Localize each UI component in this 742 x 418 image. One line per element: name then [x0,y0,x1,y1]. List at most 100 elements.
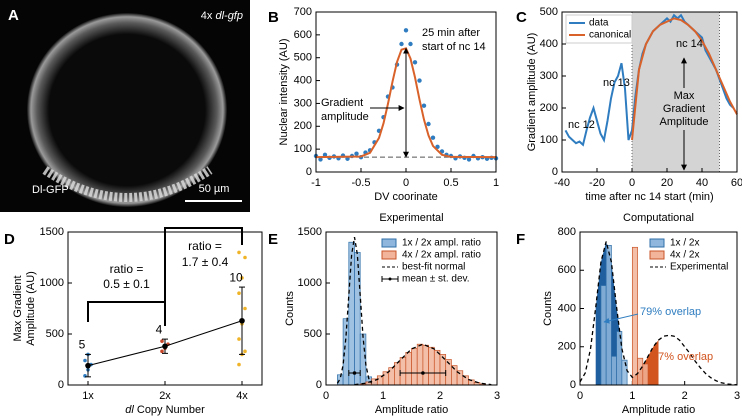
x-tick-label: 0 [323,390,329,402]
y-axis-label: Max Gradient [12,275,24,341]
legend-label: 4x / 2x ampl. ratio [402,250,481,261]
x-tick-label: 2x [159,390,171,402]
histogram-bar [416,343,424,386]
y-tick-label: 500 [540,6,558,18]
annotation: nc 13 [603,77,630,89]
y-tick-label: 500 [304,328,322,340]
bracket [164,227,243,326]
histogram-bar [433,349,441,386]
histogram-bar [428,346,435,386]
bracket [87,301,166,322]
legend-label: best-fit normal [402,262,465,273]
plot-frame [315,11,497,173]
plot-frame [561,11,738,173]
legend-swatch [381,238,397,248]
x-tick-label: 2 [437,390,443,402]
data-point [243,306,247,311]
data-point [318,157,323,162]
legend-swatch [381,250,397,260]
legend-swatch [388,277,392,281]
legend-box [565,14,633,44]
x-tick-label: 0 [577,390,583,402]
data-point [243,255,247,260]
y-tick-label: 600 [294,29,312,41]
bright-nuclei [42,166,213,202]
x-tick-label: 3 [494,390,500,402]
data-point [237,362,241,367]
chart-title: Experimental [379,212,443,224]
mean-marker [239,317,245,324]
histogram-bar [600,285,607,386]
y-tick-label: 0 [316,379,322,391]
mean-marker [162,343,168,350]
plot-frame [325,231,498,386]
y-axis-label: Gradient amplitude (AU) [526,33,538,152]
histogram-bar [354,252,361,386]
x-tick-label: -20 [589,177,605,189]
data-point [237,250,241,255]
data-point [243,349,247,354]
series-line [631,17,738,141]
x-tick-label: 2 [682,390,688,402]
annotation: amplitude [321,111,369,123]
y-tick-label: 400 [540,38,558,50]
legend-label: mean ± st. dev. [402,274,470,285]
x-tick-label: 20 [661,177,673,189]
data-point [417,78,422,83]
construct: dl-gfp [215,10,243,22]
y-tick-label: 400 [558,302,576,314]
panel-letter: D [4,231,15,248]
histogram-bar [642,363,649,386]
data-point [426,121,431,127]
chart-title: Computational [623,212,694,224]
mean-marker [352,371,357,375]
ratio-label: ratio = [110,262,144,276]
histogram-bar [411,347,418,386]
y-tick-label: 700 [294,6,312,18]
ratio-value: 0.5 ± 0.1 [103,277,150,291]
annotation: nc 12 [568,119,595,131]
x-tick-label: 3 [734,390,740,402]
histogram-bar [616,331,623,386]
y-tick-label: 500 [294,52,312,64]
data-point [466,157,472,162]
data-point [240,276,244,280]
y-tick-label: 0 [570,379,576,391]
x-tick-label: 0.5 [443,177,458,189]
y-axis-label: Nuclear intensity (AU) [278,39,290,146]
histogram-bar [399,357,407,386]
x-tick-label: 40 [696,177,708,189]
annotation: Max [674,90,695,102]
y-tick-label: 300 [540,70,558,82]
y-tick-label: 0 [552,166,558,178]
annotation: Gradient [321,97,363,109]
x-axis-label-italic: dl [125,404,134,416]
fit-curve [354,343,492,386]
data-point [412,60,418,65]
y-tick-label: 1500 [298,226,322,238]
legend-label: Experimental [670,262,728,273]
histogram-bar [422,344,429,386]
data-point [421,103,427,108]
y-tick-label: 100 [540,134,558,146]
histogram-bar [342,318,350,386]
y-tick-label: 1500 [40,226,64,238]
y-tick-label: 0 [306,166,312,178]
y-tick-label: 800 [558,226,576,238]
legend-label: canonical [589,30,631,41]
data-point [408,41,413,47]
legend-swatch [649,250,665,260]
histogram-bar [621,359,628,386]
x-axis-label: Amplitude ratio [622,404,695,416]
data-point [354,151,359,156]
y-tick-label: 500 [46,328,64,340]
annotation: start of nc 14 [422,41,486,53]
y-tick-label: 1000 [298,277,322,289]
x-axis-label: dl Copy Number [125,404,205,416]
x-tick-label: -40 [554,177,570,189]
legend-label: 4x / 2x [670,250,699,261]
construct-label: 4x dl-gfp [201,10,243,22]
legend-label: 1x / 2x ampl. ratio [402,238,481,249]
y-tick-label: 300 [294,97,312,109]
